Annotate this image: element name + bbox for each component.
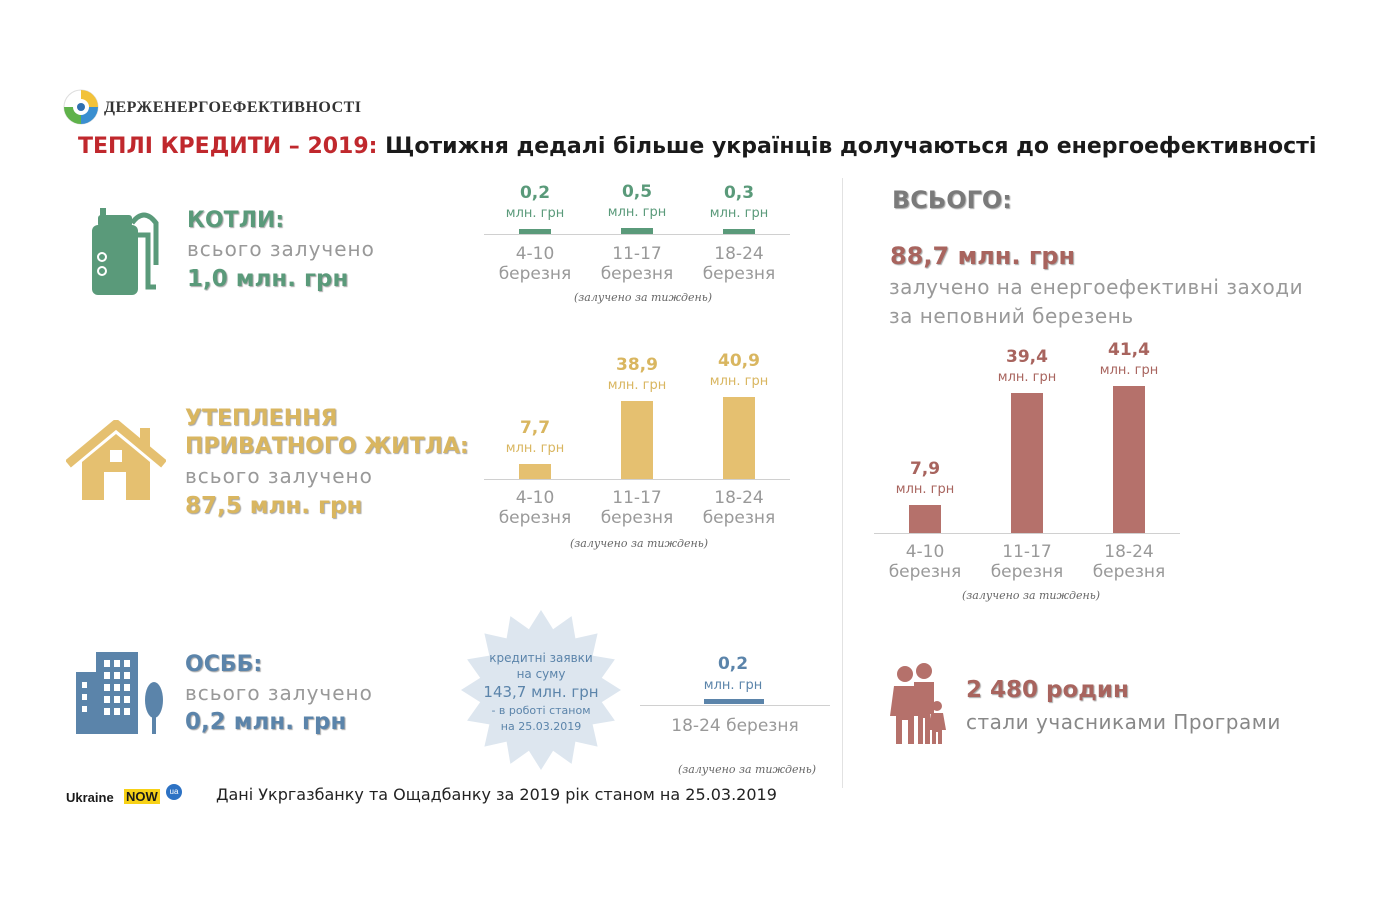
page-title: ТЕПЛІ КРЕДИТИ – 2019: Щотижня дедалі біл…	[78, 134, 1316, 159]
total-bar-unit: млн. грн	[997, 370, 1057, 385]
org-name: ДЕРЖЕНЕРГОЕФЕКТИВНОСТІ	[104, 99, 362, 116]
housing-chart: 7,7 млн. грн 38,9 млн. грн 40,9 млн. грн 4-10…	[484, 340, 790, 560]
starburst-shape	[461, 610, 621, 770]
housing-bar-value: 7,7	[519, 418, 551, 438]
housing-bar	[519, 464, 551, 479]
total-amount: 88,7 млн. грн	[890, 242, 1076, 270]
total-bar	[1113, 386, 1145, 533]
boilers-week-note: (залучено за тиждень)	[574, 291, 713, 304]
housing-total: 87,5 млн. грн	[185, 493, 363, 519]
total-bar-value: 41,4	[1108, 340, 1150, 360]
total-cats: 4-10 березня 11-17 березня 18-24 березня	[874, 542, 1180, 584]
total-bar-value: 7,9	[909, 459, 941, 479]
boilers-chart: 0,2 млн. грн 0,5 млн. грн 0,3 млн. грн 4-10 бе…	[484, 170, 790, 310]
housing-bars: 7,7 млн. грн 38,9 млн. грн 40,9 млн. грн	[484, 340, 790, 479]
osbb-category: 18-24 березня	[671, 716, 799, 736]
housing-bar-unit: млн. грн	[607, 378, 667, 393]
families-desc: стали учасниками Програми	[966, 710, 1281, 734]
data-source: Дані Укргазбанку та Ощадбанку за 2019 рі…	[216, 785, 777, 804]
logo-now-word: NOW	[124, 789, 160, 804]
housing-bar-unit: млн. грн	[709, 374, 769, 389]
total-heading: ВСЬОГО:	[892, 186, 1012, 214]
housing-category-label: 4-10 березня	[498, 488, 572, 528]
total-desc-line1: залучено на енергоефективні заходи	[889, 275, 1304, 299]
osbb-week-note: (залучено за тиждень)	[678, 763, 817, 776]
housing-subtitle: всього залучено	[185, 464, 373, 488]
total-desc-line2: за неповний березень	[889, 304, 1134, 328]
families-count: 2 480 родин	[966, 677, 1129, 703]
total-week-note: (залучено за тиждень)	[962, 589, 1101, 602]
boilers-bar-unit: млн. грн	[607, 205, 667, 220]
housing-bar	[621, 401, 653, 479]
boilers-axis	[484, 234, 790, 235]
boilers-subtitle: всього залучено	[187, 237, 375, 261]
osbb-bar-value: 0,2	[717, 654, 749, 674]
housing-week-note: (залучено за тиждень)	[570, 537, 709, 550]
osbb-axis	[640, 705, 830, 706]
housing-cats: 4-10 березня 11-17 березня 18-24 березня	[484, 488, 790, 530]
total-category-label: 11-17 березня	[990, 542, 1064, 582]
badge-line3: - в роботі станом	[491, 704, 591, 717]
boiler-icon	[84, 205, 166, 300]
boilers-bar-unit: млн. грн	[505, 206, 565, 221]
boilers-category-label: 18-24 березня	[702, 244, 776, 284]
total-bars: 7,9 млн. грн 39,4 млн. грн 41,4 млн. грн	[874, 335, 1180, 533]
housing-axis	[484, 479, 790, 480]
house-icon	[65, 419, 167, 502]
osbb-bar-unit: млн. грн	[703, 678, 763, 693]
total-axis	[874, 533, 1180, 534]
boilers-bar	[519, 229, 551, 234]
housing-bar	[723, 397, 755, 479]
org-logo-icon	[63, 89, 99, 125]
osbb-bar	[704, 699, 764, 704]
total-bar-unit: млн. грн	[1099, 363, 1159, 378]
total-category-label: 4-10 березня	[888, 542, 962, 582]
boilers-heading: КОТЛИ:	[187, 208, 285, 233]
applications-badge: кредитні заявки на суму 143,7 млн. грн -…	[450, 608, 632, 773]
housing-bar-unit: млн. грн	[505, 441, 565, 456]
boilers-total: 1,0 млн. грн	[187, 266, 349, 292]
housing-category-label: 11-17 березня	[600, 488, 674, 528]
osbb-subtitle: всього залучено	[185, 681, 373, 705]
total-bar-unit: млн. грн	[895, 482, 955, 497]
osbb-heading: ОСББ:	[185, 652, 263, 677]
title-prefix: ТЕПЛІ КРЕДИТИ – 2019:	[78, 134, 378, 159]
ukraine-now-logo: Ukraine NOW ua	[66, 784, 186, 810]
org-logo	[62, 88, 100, 126]
boilers-category-label: 11-17 березня	[600, 244, 674, 284]
total-category-label: 18-24 березня	[1092, 542, 1166, 582]
family-icon	[890, 662, 948, 746]
title-text: Щотижня дедалі більше українців долучают…	[385, 134, 1317, 159]
apartment-building-icon	[74, 650, 166, 735]
boilers-bar	[723, 229, 755, 234]
badge-line2: на суму	[516, 667, 566, 681]
boilers-category-label: 4-10 березня	[498, 244, 572, 284]
boilers-bar-value: 0,2	[519, 183, 551, 203]
boilers-bar-unit: млн. грн	[709, 206, 769, 221]
panel-divider	[842, 178, 843, 788]
boilers-bar-value: 0,3	[723, 183, 755, 203]
total-bar	[1011, 393, 1043, 533]
boilers-bar-value: 0,5	[621, 182, 653, 202]
badge-amount: 143,7 млн. грн	[483, 683, 599, 701]
housing-bar-value: 38,9	[616, 355, 658, 375]
total-chart: 7,9 млн. грн 39,4 млн. грн 41,4 млн. грн 4-10…	[874, 335, 1180, 610]
housing-bar-value: 40,9	[718, 351, 760, 371]
badge-line1: кредитні заявки	[489, 651, 593, 665]
boilers-cats: 4-10 березня 11-17 березня 18-24 березня	[484, 244, 790, 286]
boilers-bars: 0,2 млн. грн 0,5 млн. грн 0,3 млн. грн	[484, 170, 790, 234]
total-bar	[909, 505, 941, 533]
housing-category-label: 18-24 березня	[702, 488, 776, 528]
housing-heading-line1: УТЕПЛЕННЯ	[185, 406, 338, 431]
housing-heading-line2: ПРИВАТНОГО ЖИТЛА:	[185, 434, 469, 459]
osbb-total: 0,2 млн. грн	[185, 709, 347, 735]
badge-line4: на 25.03.2019	[500, 720, 582, 733]
logo-ukraine-word: Ukraine	[66, 790, 114, 805]
boilers-bar	[621, 228, 653, 234]
osbb-chart: 0,2 млн. грн 18-24 березня (залучено за …	[640, 650, 830, 780]
logo-ua-badge: ua	[166, 784, 182, 800]
total-bar-value: 39,4	[1006, 347, 1048, 367]
